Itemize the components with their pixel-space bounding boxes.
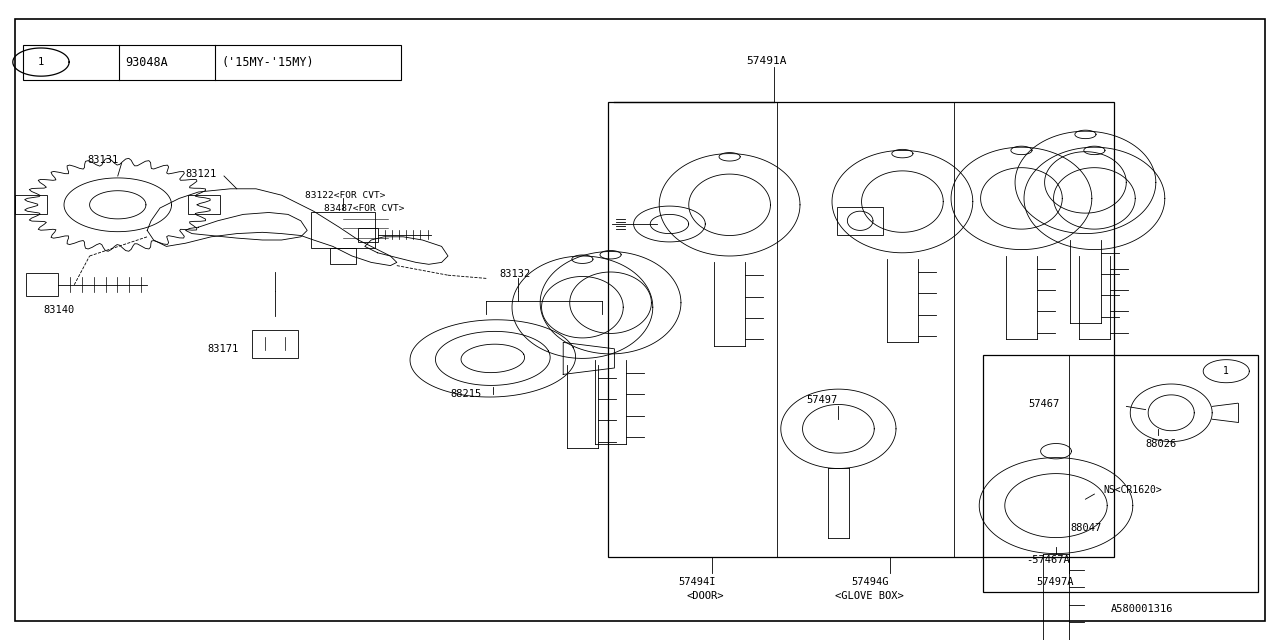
Text: 83132: 83132 <box>499 269 530 279</box>
Text: <GLOVE BOX>: <GLOVE BOX> <box>835 591 904 602</box>
Text: 57494I: 57494I <box>678 577 716 588</box>
Text: 83140: 83140 <box>44 305 74 316</box>
Text: ('15MY-'15MY): ('15MY-'15MY) <box>221 56 314 68</box>
Text: 88047: 88047 <box>1070 523 1101 533</box>
Text: 83487<FOR CVT>: 83487<FOR CVT> <box>324 204 404 212</box>
Text: 57497A: 57497A <box>1037 577 1074 588</box>
Bar <box>330 248 356 264</box>
Text: 1: 1 <box>38 57 44 67</box>
Text: NS<CR1620>: NS<CR1620> <box>1103 484 1162 495</box>
Bar <box>608 102 1114 557</box>
Text: 83122<FOR CVT>: 83122<FOR CVT> <box>305 191 385 200</box>
Text: <DOOR>: <DOOR> <box>686 591 723 602</box>
Text: 88026: 88026 <box>1146 439 1176 449</box>
Bar <box>23 45 401 80</box>
Text: 57491A: 57491A <box>746 56 787 66</box>
Text: 57467: 57467 <box>1028 399 1059 410</box>
Text: -57467A: -57467A <box>1027 555 1070 565</box>
Text: 57494G: 57494G <box>851 577 888 588</box>
Text: 83121: 83121 <box>186 169 216 179</box>
Text: A580001316: A580001316 <box>1111 604 1174 614</box>
Bar <box>358 228 378 242</box>
Bar <box>837 207 883 235</box>
Text: 83131: 83131 <box>87 155 118 165</box>
Bar <box>252 330 298 358</box>
Text: 83171: 83171 <box>207 344 238 354</box>
Bar <box>188 195 220 214</box>
Bar <box>15 195 47 214</box>
Bar <box>26 273 58 296</box>
Text: 1: 1 <box>1224 366 1229 376</box>
Text: 88215: 88215 <box>451 388 481 399</box>
Text: 57497: 57497 <box>806 395 837 405</box>
Bar <box>983 355 1258 592</box>
Text: 93048A: 93048A <box>125 56 168 68</box>
Bar <box>311 212 375 248</box>
